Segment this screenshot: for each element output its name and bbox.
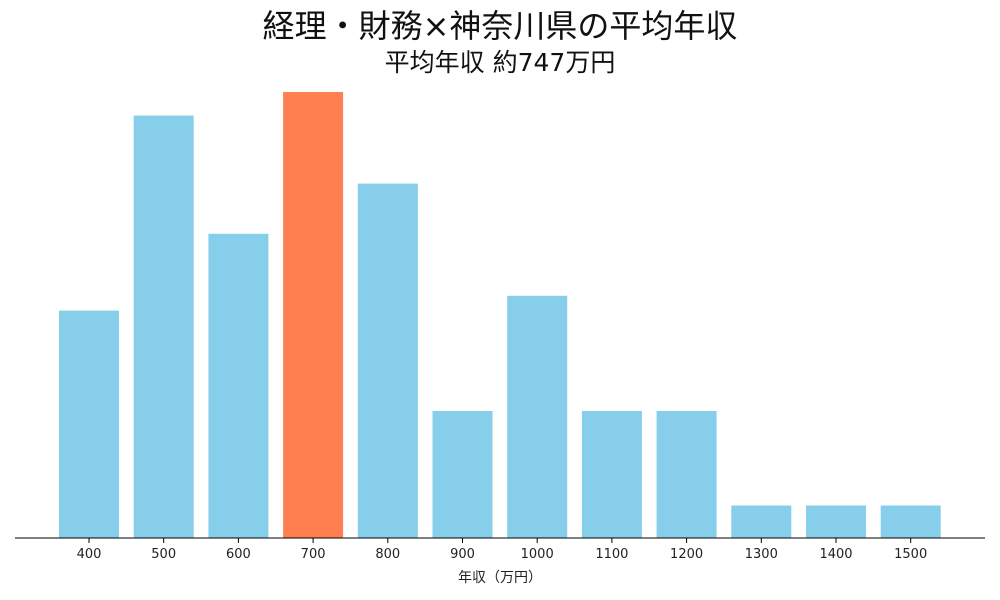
x-tick-label-700: 700: [301, 547, 326, 562]
chart-subtitle: 平均年収 約747万円: [384, 48, 616, 77]
chart-title: 経理・財務×神奈川県の平均年収: [262, 7, 738, 45]
bar-900: [432, 411, 493, 538]
x-tick-label-900: 900: [450, 547, 475, 562]
bar-1000: [507, 295, 568, 538]
bar-1200: [656, 411, 717, 538]
x-tick-label-1400: 1400: [819, 547, 852, 562]
bars-group: [59, 92, 941, 539]
bar-400: [59, 310, 119, 538]
x-tick-label-600: 600: [226, 547, 251, 562]
x-tick-label-400: 400: [77, 547, 102, 562]
bar-700: [283, 92, 344, 538]
x-tick-label-800: 800: [375, 547, 400, 562]
x-tick-label-1000: 1000: [521, 547, 554, 562]
bar-1500: [880, 505, 941, 538]
x-tick-label-500: 500: [151, 547, 176, 562]
bar-1400: [806, 505, 866, 538]
bar-1100: [581, 411, 642, 538]
x-tick-label-1200: 1200: [670, 547, 703, 562]
x-ticks-group: 400 500 600 700 800 900 1000 1100 1200 1300 1400 15…: [77, 538, 927, 562]
bar-600: [208, 233, 269, 539]
bar-1300: [731, 505, 792, 538]
bar-800: [357, 183, 418, 538]
x-tick-label-1500: 1500: [894, 547, 927, 562]
bar-500: [133, 115, 194, 538]
x-tick-label-1300: 1300: [745, 547, 778, 562]
x-tick-label-1100: 1100: [595, 547, 628, 562]
x-axis-label: 年収（万円）: [458, 570, 542, 586]
